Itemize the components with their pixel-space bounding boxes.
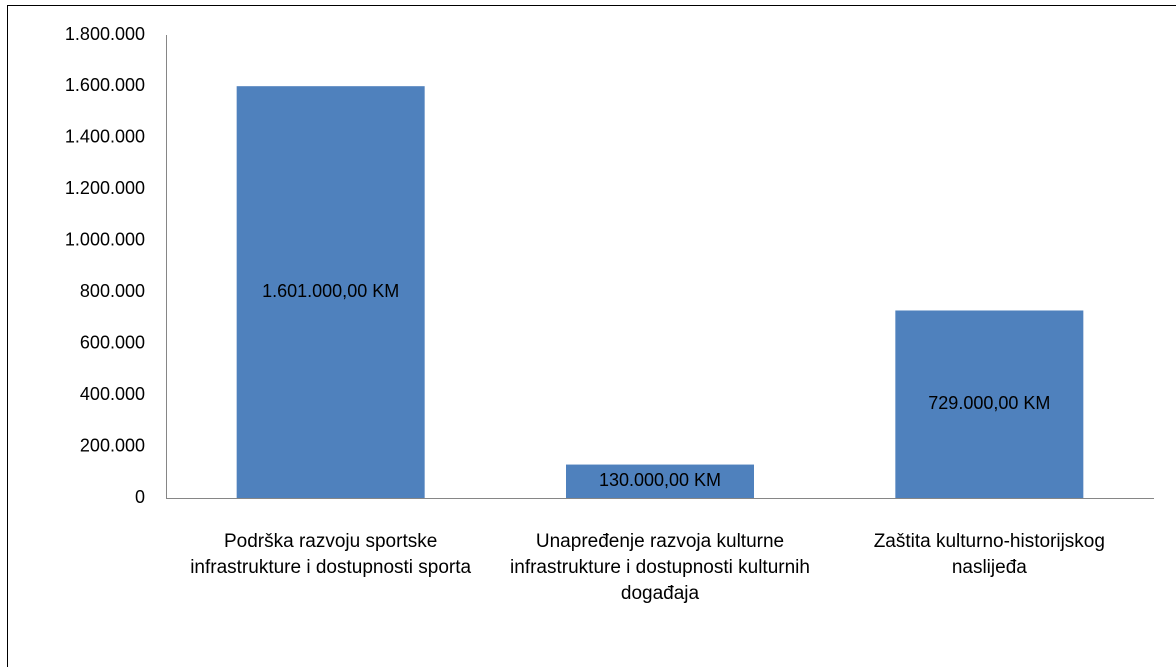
x-tick-label: Unapređenje razvoja kulturne infrastrukt… <box>510 531 810 604</box>
frame <box>7 5 1176 667</box>
y-tick-label: 1.600.000 <box>65 75 145 95</box>
x-tick-label: Podrška razvoju sportske infrastrukture … <box>190 531 472 578</box>
y-tick-label: 800.000 <box>80 281 145 301</box>
y-tick-label: 0 <box>135 487 145 507</box>
y-tick-label: 400.000 <box>80 384 145 404</box>
y-tick-label: 600.000 <box>80 332 145 352</box>
bar <box>566 464 754 498</box>
y-tick-label: 1.200.000 <box>65 178 145 198</box>
y-tick-label: 1.800.000 <box>65 24 145 44</box>
y-tick-label: 1.000.000 <box>65 230 145 250</box>
y-tick-label: 1.400.000 <box>65 127 145 147</box>
y-tick-label: 200.000 <box>80 435 145 455</box>
value-label: 130.000,00 KM <box>599 470 721 490</box>
value-label: 1.601.000,00 KM <box>262 281 399 301</box>
bar <box>236 86 425 498</box>
x-tick-label: Zaštita kulturno-historijskog naslijeđa <box>873 531 1105 578</box>
value-label: 729.000,00 KM <box>928 393 1050 413</box>
bar <box>895 310 1084 498</box>
